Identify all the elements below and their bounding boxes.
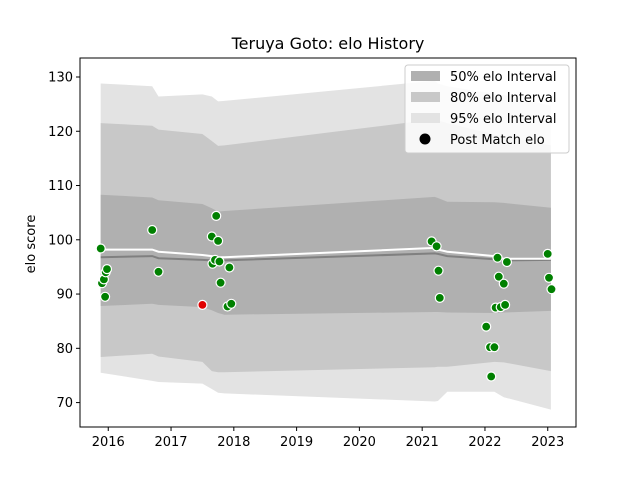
post-match-elo-point bbox=[493, 271, 504, 282]
post-match-elo-point bbox=[213, 235, 224, 246]
y-tick-label: 70 bbox=[56, 396, 73, 411]
post-match-elo-point bbox=[101, 264, 113, 275]
highlighted-match-point bbox=[197, 299, 208, 310]
y-tick-label: 110 bbox=[48, 179, 73, 194]
post-match-elo-point bbox=[431, 241, 442, 252]
legend-label: Post Match elo bbox=[450, 133, 545, 148]
x-tick-label: 2021 bbox=[406, 435, 439, 450]
x-tick-label: 2018 bbox=[217, 435, 250, 450]
x-tick-label: 2020 bbox=[343, 435, 376, 450]
post-match-elo-point bbox=[542, 248, 553, 259]
y-tick-label: 100 bbox=[48, 233, 73, 248]
post-match-elo-point bbox=[434, 292, 445, 303]
legend-swatch bbox=[411, 92, 440, 102]
y-tick-label: 80 bbox=[56, 342, 73, 357]
axes: 2016 2017 2018 2019 2020 2021 2022 2023 70 80 90 10… bbox=[48, 57, 577, 450]
x-tick-label: 2019 bbox=[280, 435, 313, 450]
legend: 50% elo Interval 80% elo Interval 95% elo … bbox=[404, 64, 570, 154]
legend-box bbox=[404, 64, 570, 154]
y-tick-label: 90 bbox=[56, 288, 73, 303]
post-match-elo-point bbox=[95, 243, 106, 254]
plot-frame bbox=[79, 57, 577, 428]
legend-marker bbox=[419, 133, 431, 145]
legend-label: 80% elo Interval bbox=[450, 91, 557, 106]
post-match-elo-point bbox=[433, 265, 444, 276]
y-axis-title: elo score bbox=[24, 215, 39, 274]
band-50-interval bbox=[100, 194, 551, 315]
x-tick-label: 2022 bbox=[468, 435, 501, 450]
post-match-elo-point bbox=[99, 291, 111, 302]
post-match-elo-point bbox=[215, 277, 226, 288]
legend-swatch bbox=[411, 113, 440, 123]
x-tick-label: 2023 bbox=[531, 435, 564, 450]
post-match-elo-point bbox=[481, 321, 492, 332]
post-match-elo-point bbox=[501, 256, 512, 268]
post-match-elo-point bbox=[500, 299, 511, 310]
legend-label: 95% elo Interval bbox=[450, 112, 557, 127]
post-match-elo-point bbox=[498, 278, 509, 289]
legend-swatch bbox=[411, 71, 440, 81]
x-tick-label: 2016 bbox=[92, 435, 125, 450]
plot-area bbox=[95, 80, 557, 410]
y-tick-label: 130 bbox=[48, 70, 73, 85]
chart-title: Teruya Goto: elo History bbox=[231, 34, 425, 53]
post-match-elo-point bbox=[214, 256, 225, 267]
post-match-elo-point bbox=[543, 272, 555, 283]
post-match-elo-point bbox=[226, 298, 237, 309]
post-match-elo-point bbox=[211, 210, 222, 221]
post-match-elo-point bbox=[546, 284, 557, 295]
y-tick-label: 120 bbox=[48, 125, 73, 140]
post-match-elo-point bbox=[224, 262, 235, 273]
post-match-elo-point bbox=[486, 371, 497, 382]
post-match-elo-point bbox=[153, 266, 164, 277]
legend-label: 50% elo Interval bbox=[450, 70, 557, 85]
post-match-elo-point bbox=[489, 342, 500, 353]
post-match-elo-point bbox=[492, 252, 503, 263]
post-match-elo-point bbox=[147, 224, 158, 236]
x-tick-label: 2017 bbox=[154, 435, 187, 450]
